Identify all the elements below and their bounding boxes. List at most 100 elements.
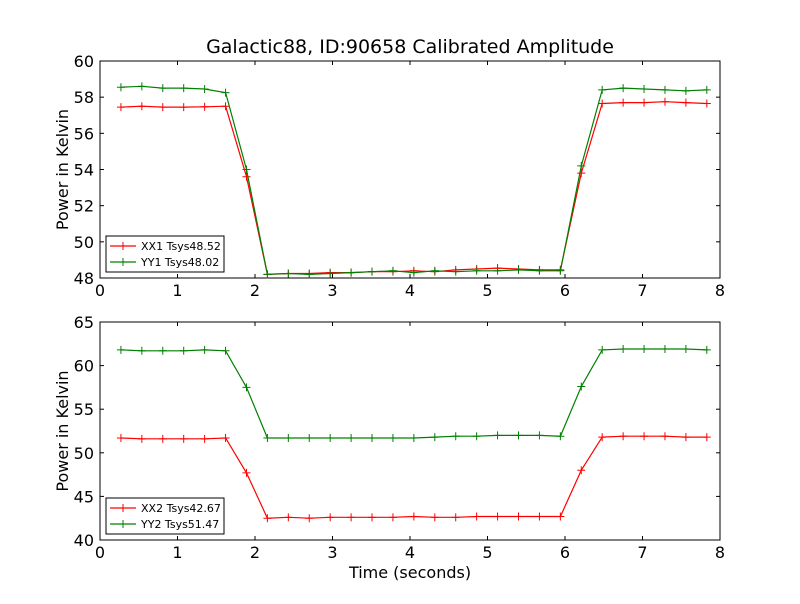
data-point: [388, 433, 397, 442]
data-point: [326, 513, 335, 522]
x-tick-label: 0: [95, 543, 105, 562]
legend-entry: YY1 Tsys48.02: [140, 256, 219, 269]
data-point: [619, 345, 628, 354]
data-point: [493, 512, 502, 521]
data-point: [535, 431, 544, 440]
data-point: [305, 514, 314, 523]
data-point: [702, 99, 711, 108]
data-point: [598, 85, 607, 94]
data-point: [284, 513, 293, 522]
x-tick-label: 5: [482, 543, 492, 562]
data-point: [681, 345, 690, 354]
legend-entry: XX2 Tsys42.67: [141, 502, 221, 515]
data-point: [221, 102, 230, 111]
data-point: [556, 266, 565, 275]
y-tick-label: 65: [74, 313, 94, 332]
data-point: [598, 345, 607, 354]
data-point: [158, 103, 167, 112]
y-axis-label: Power in Kelvin: [53, 370, 72, 491]
data-point: [430, 266, 439, 275]
data-point: [451, 432, 460, 441]
data-point: [179, 434, 188, 443]
data-point: [263, 270, 272, 279]
data-point: [451, 267, 460, 276]
data-point: [577, 382, 586, 391]
data-point: [598, 99, 607, 108]
y-tick-label: 58: [74, 88, 94, 107]
data-point: [493, 431, 502, 440]
legend-entry: YY2 Tsys51.47: [140, 518, 219, 531]
x-tick-label: 8: [715, 281, 725, 300]
data-point: [472, 266, 481, 275]
y-tick-label: 45: [74, 487, 94, 506]
data-point: [158, 434, 167, 443]
data-point: [263, 514, 272, 523]
data-point: [158, 84, 167, 93]
y-tick-label: 60: [74, 357, 94, 376]
y-tick-label: 55: [74, 400, 94, 419]
data-point: [179, 346, 188, 355]
data-point: [640, 345, 649, 354]
data-point: [137, 434, 146, 443]
data-point: [598, 433, 607, 442]
data-point: [221, 346, 230, 355]
x-tick-label: 6: [560, 543, 570, 562]
data-point: [200, 345, 209, 354]
data-point: [681, 433, 690, 442]
data-point: [242, 383, 251, 392]
data-point: [451, 513, 460, 522]
data-point: [116, 345, 125, 354]
data-point: [430, 513, 439, 522]
data-point: [368, 267, 377, 276]
data-point: [660, 97, 669, 106]
y-axis-label: Power in Kelvin: [53, 109, 72, 230]
x-tick-label: 3: [327, 543, 337, 562]
data-point: [640, 98, 649, 107]
y-tick-label: 48: [74, 269, 94, 288]
data-point: [200, 85, 209, 94]
x-tick-label: 4: [405, 281, 415, 300]
y-tick-label: 50: [74, 444, 94, 463]
data-point: [514, 512, 523, 521]
data-point: [242, 165, 251, 174]
x-tick-label: 4: [405, 543, 415, 562]
data-point: [284, 433, 293, 442]
x-axis-label: Time (seconds): [348, 563, 471, 582]
data-point: [347, 433, 356, 442]
x-tick-label: 6: [560, 281, 570, 300]
data-point: [263, 433, 272, 442]
x-tick-label: 0: [95, 281, 105, 300]
data-point: [660, 345, 669, 354]
data-point: [179, 84, 188, 93]
data-point: [619, 432, 628, 441]
data-point: [514, 265, 523, 274]
data-point: [158, 346, 167, 355]
data-point: [702, 85, 711, 94]
data-point: [619, 98, 628, 107]
data-point: [535, 266, 544, 275]
data-point: [556, 432, 565, 441]
x-tick-label: 8: [715, 543, 725, 562]
data-point: [472, 512, 481, 521]
data-point: [305, 270, 314, 279]
legend-box: [105, 497, 225, 535]
y-tick-label: 56: [74, 124, 94, 143]
data-point: [326, 433, 335, 442]
legend-swatch-marker: [119, 258, 127, 266]
data-point: [137, 346, 146, 355]
data-point: [660, 85, 669, 94]
data-point: [347, 513, 356, 522]
data-point: [430, 433, 439, 442]
data-point: [347, 268, 356, 277]
data-point: [493, 266, 502, 275]
x-tick-label: 2: [250, 543, 260, 562]
data-point: [200, 434, 209, 443]
x-tick-label: 2: [250, 281, 260, 300]
data-point: [179, 103, 188, 112]
data-point: [284, 269, 293, 278]
data-point: [409, 433, 418, 442]
y-tick-label: 40: [74, 531, 94, 550]
